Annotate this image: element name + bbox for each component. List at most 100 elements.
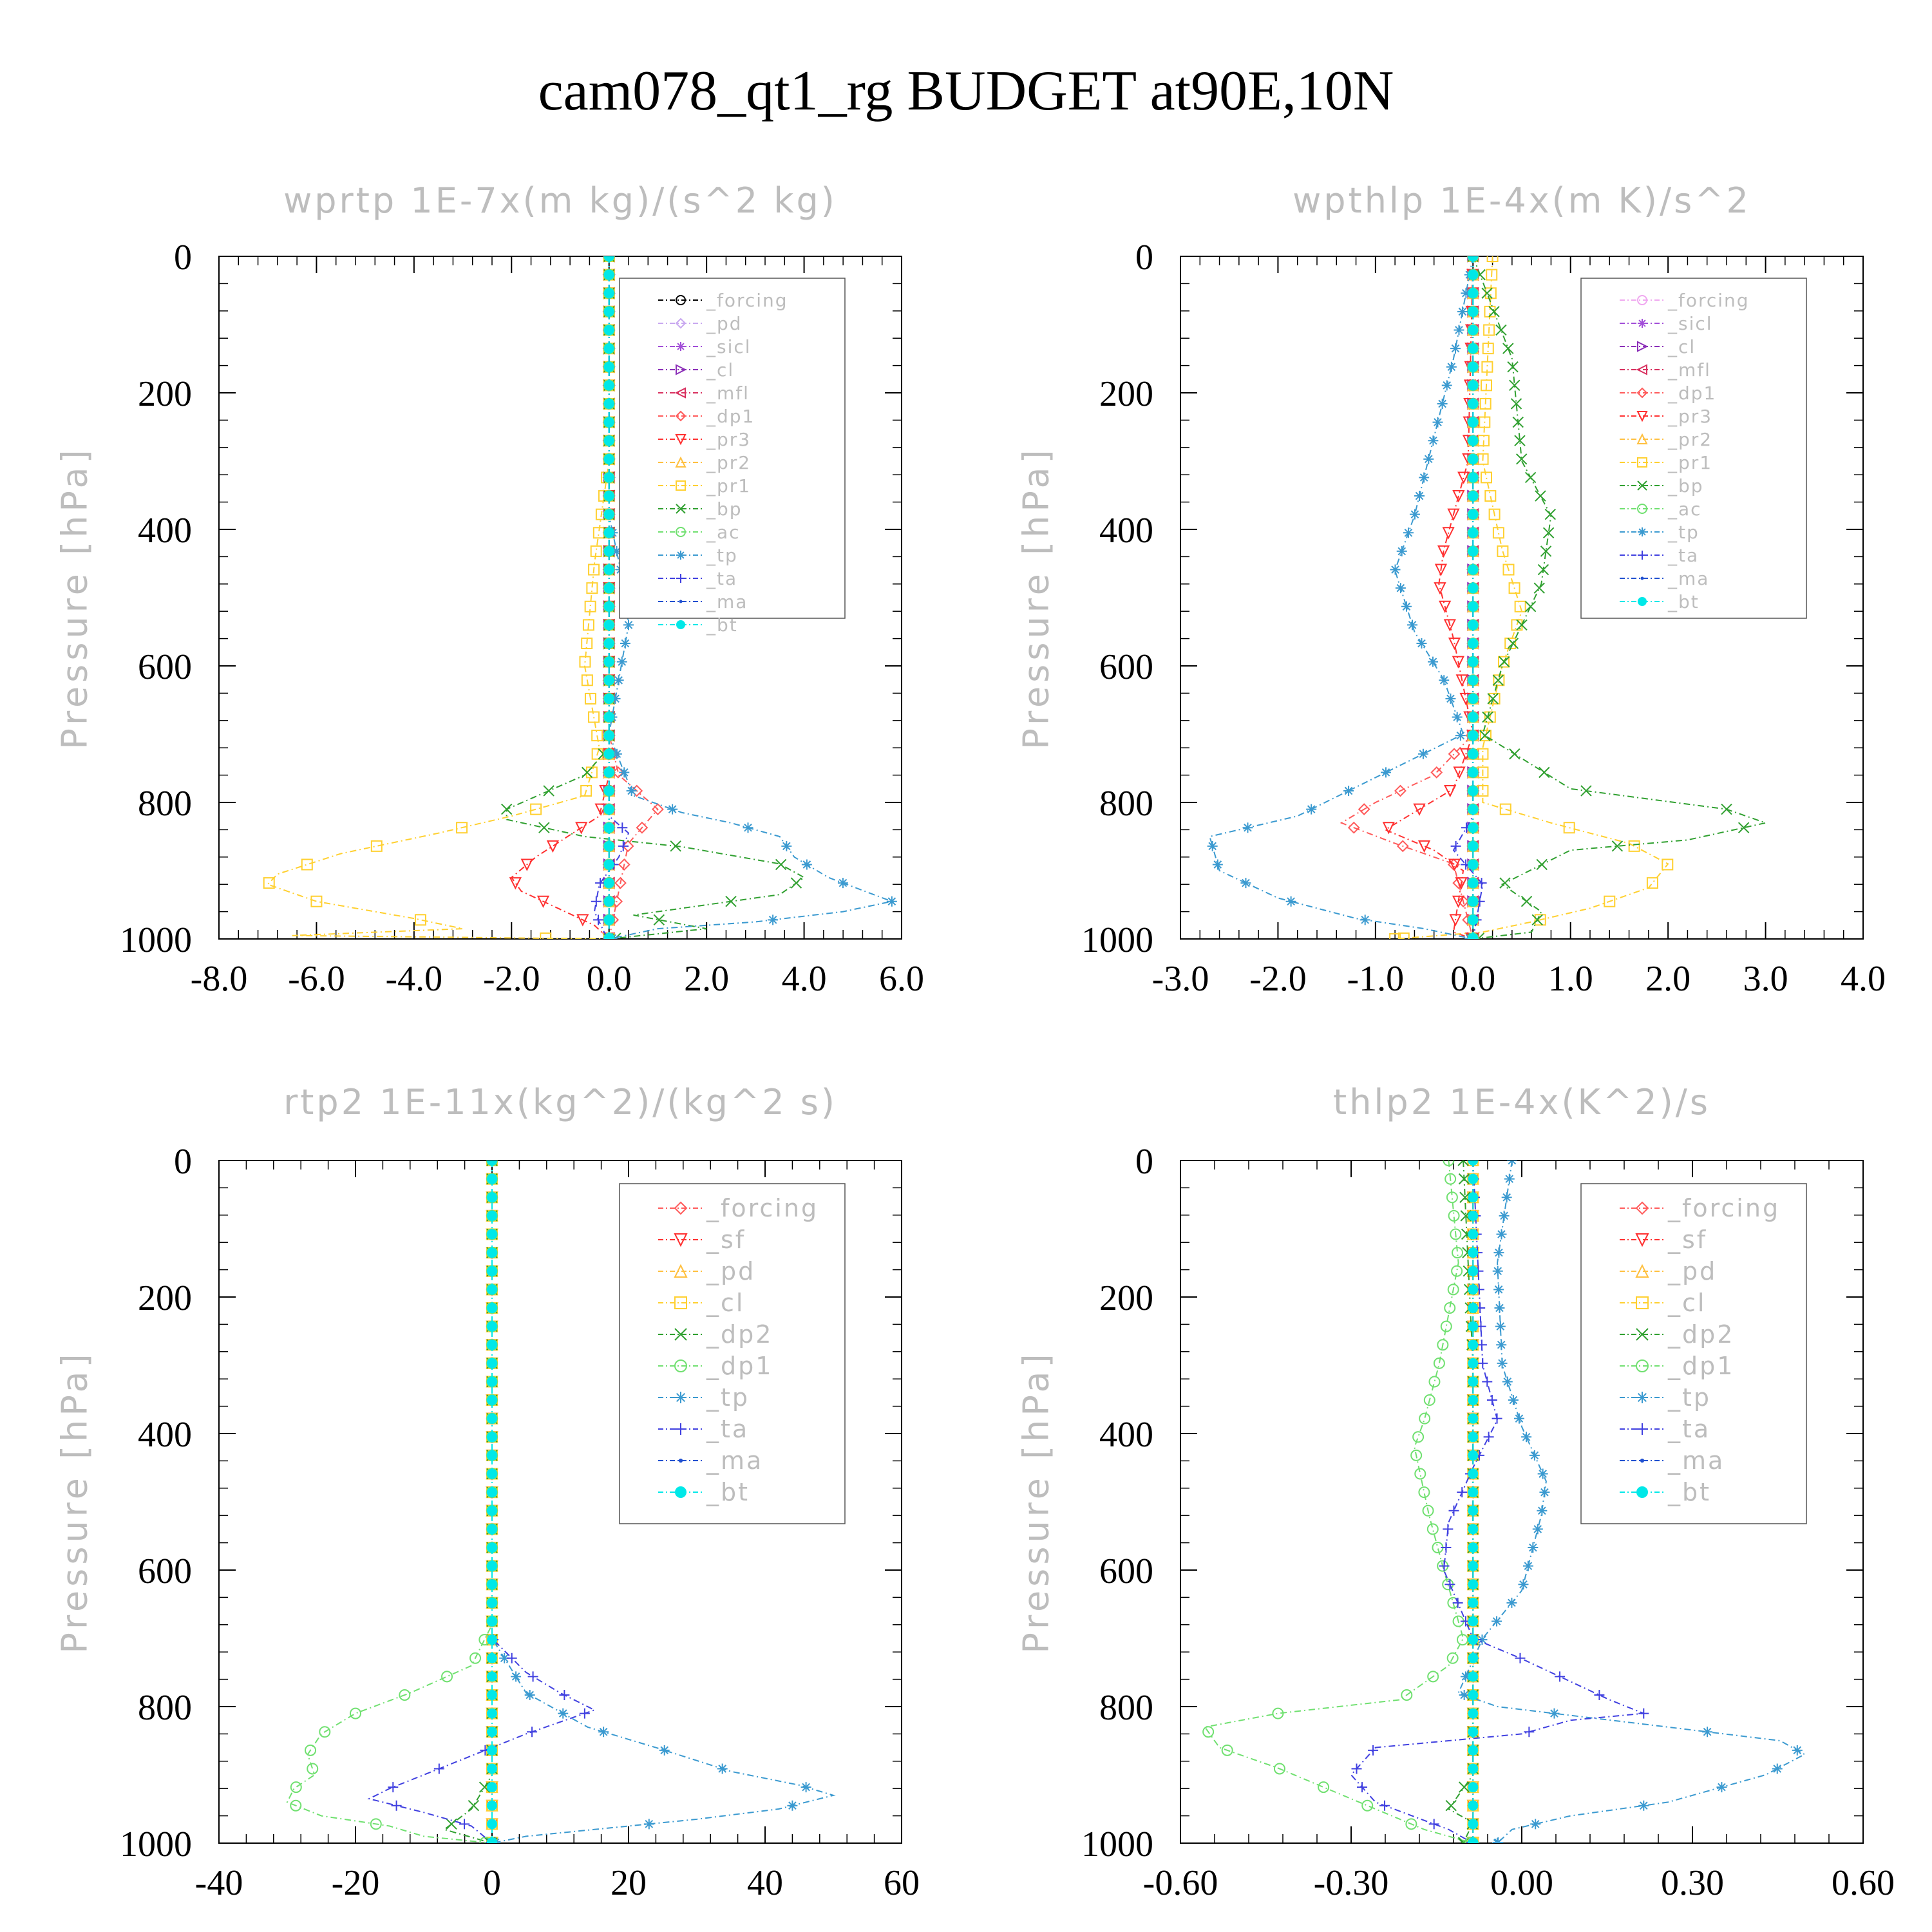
series-marker <box>1721 803 1732 815</box>
legend-label: _ac <box>1667 498 1702 520</box>
series-marker <box>1457 1160 1469 1166</box>
series-marker <box>1504 638 1517 650</box>
legend-marker <box>676 574 685 583</box>
series-marker <box>790 877 802 889</box>
series-marker <box>603 934 614 939</box>
x-tick-label: 0.0 <box>587 959 632 999</box>
series-marker <box>1524 1727 1535 1738</box>
x-tick-label: 3.0 <box>1743 959 1788 999</box>
legend-label: _sicl <box>706 336 752 357</box>
series-marker <box>1461 288 1472 299</box>
series-marker <box>1468 1671 1479 1682</box>
series-marker <box>1468 675 1479 686</box>
legend-marker <box>1638 527 1647 536</box>
series-marker <box>584 600 596 612</box>
series-marker <box>1502 343 1514 354</box>
series-marker <box>1497 545 1509 557</box>
series-marker <box>527 1671 538 1682</box>
series-marker <box>1468 398 1479 409</box>
series-marker <box>1390 564 1401 575</box>
series-marker <box>1532 1524 1543 1535</box>
series-marker <box>1520 895 1533 907</box>
legend-marker <box>1638 551 1647 560</box>
series-marker <box>1397 932 1410 939</box>
x-tick-label: 0.30 <box>1661 1863 1724 1903</box>
x-tick-label: 4.0 <box>782 959 827 999</box>
series-line <box>1472 256 1768 939</box>
series-marker <box>1468 785 1479 796</box>
legend-marker <box>675 410 687 422</box>
series-marker <box>1468 1800 1479 1811</box>
series-marker <box>263 877 275 889</box>
series-marker <box>1452 490 1465 503</box>
legend-marker <box>674 1201 688 1215</box>
series-marker <box>603 638 614 649</box>
series-marker <box>591 748 603 760</box>
series-marker <box>1433 1357 1445 1369</box>
series-marker <box>653 914 665 926</box>
series-marker <box>1468 1653 1479 1663</box>
legend-label: _bp <box>1667 475 1704 497</box>
legend-marker <box>1636 1359 1649 1372</box>
series-marker <box>1496 1229 1507 1240</box>
series-marker <box>1716 1782 1727 1793</box>
legend-marker <box>1635 1201 1649 1215</box>
series-group <box>263 256 897 939</box>
series-marker <box>588 564 600 576</box>
series-marker <box>1419 472 1430 483</box>
legend-label: _dp1 <box>706 406 755 427</box>
series-marker <box>290 1799 302 1812</box>
series-marker <box>1468 1192 1479 1203</box>
series-marker <box>1444 1579 1455 1590</box>
legend-marker <box>674 1264 688 1278</box>
series-marker <box>478 1781 491 1793</box>
legend-label: _cl <box>1667 1289 1706 1317</box>
series-marker <box>1389 933 1401 939</box>
legend-marker <box>1635 1233 1649 1247</box>
series-marker <box>1507 361 1519 373</box>
series-marker <box>1468 1745 1479 1756</box>
series-marker <box>1401 1689 1413 1701</box>
series-marker <box>1497 656 1510 668</box>
series-marker <box>1207 840 1218 851</box>
series-marker <box>1507 638 1519 649</box>
series-marker <box>1417 840 1431 853</box>
series-marker <box>1479 730 1492 742</box>
series-marker <box>1488 306 1500 317</box>
series-marker <box>603 325 614 336</box>
legend-label: _ac <box>706 522 741 543</box>
plot-frame <box>218 1160 902 1844</box>
series-marker <box>1604 895 1616 907</box>
series-marker <box>1492 1265 1503 1276</box>
legend-marker <box>1636 411 1648 422</box>
series-marker <box>581 638 593 650</box>
series-marker <box>1481 471 1493 484</box>
x-tick-label: 4.0 <box>1841 959 1886 999</box>
series-marker <box>1468 472 1479 483</box>
series-marker <box>1483 324 1495 336</box>
legend-box <box>1580 1183 1807 1524</box>
series-marker <box>1513 1413 1524 1424</box>
series-marker <box>603 306 614 317</box>
legend: _forcing _sf _pd _cl _dp2 _dp1 _tp _ta _ma _bt <box>619 1183 846 1524</box>
legend-marker <box>676 480 686 491</box>
series-marker <box>1361 1799 1374 1812</box>
series-marker <box>588 711 600 723</box>
series-marker <box>1452 656 1464 668</box>
legend-marker <box>1637 341 1649 352</box>
series-marker <box>487 1782 497 1793</box>
series-marker <box>1468 638 1479 649</box>
series-marker <box>290 1781 302 1794</box>
legend-label: _sf <box>1667 1226 1707 1254</box>
series-marker <box>1468 1763 1479 1774</box>
series-marker <box>487 1819 497 1830</box>
series-marker <box>487 1763 497 1774</box>
series-marker <box>1580 785 1592 797</box>
series-marker <box>603 804 614 815</box>
series-marker <box>1437 1339 1449 1351</box>
series-marker <box>775 858 787 871</box>
legend-label: _pd <box>706 1257 755 1285</box>
legend-marker <box>1636 433 1648 444</box>
series-marker <box>1468 822 1479 833</box>
series-marker <box>1537 564 1549 576</box>
